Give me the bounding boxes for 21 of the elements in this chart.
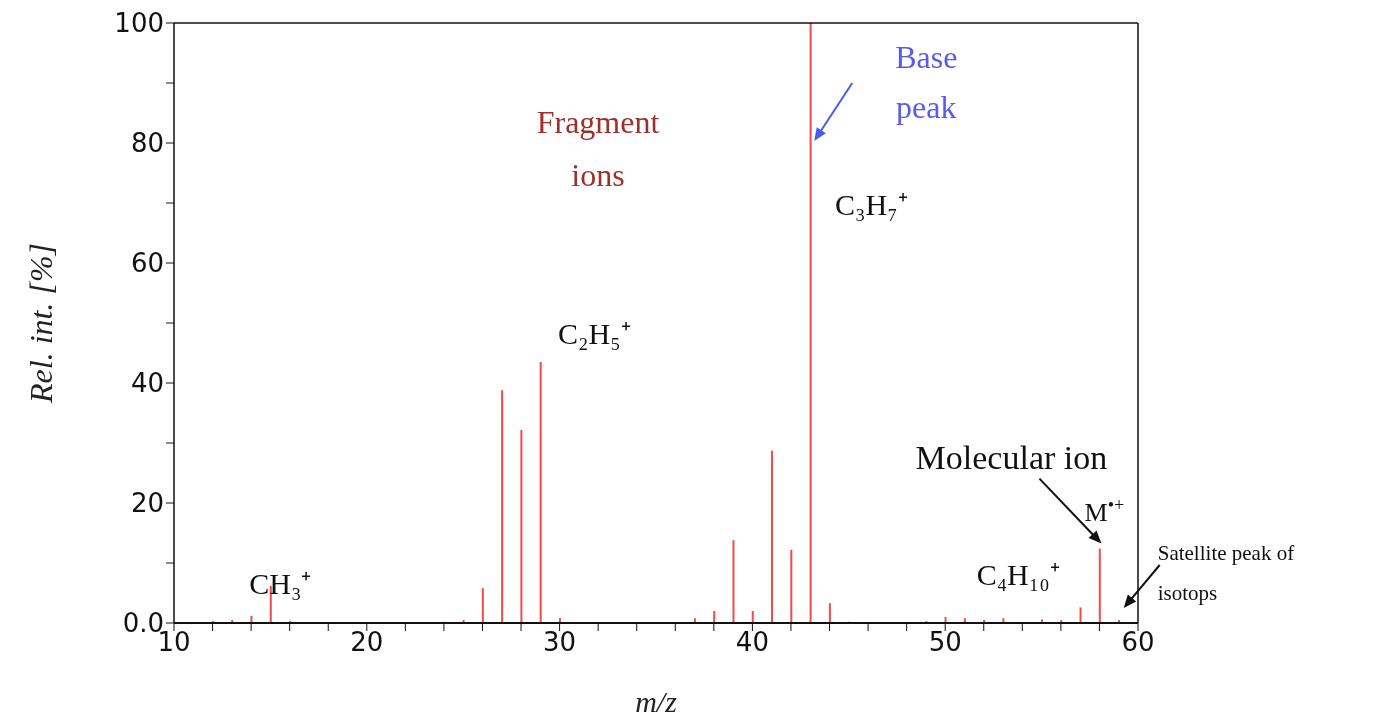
x-tick-label: 40 (735, 627, 769, 658)
annotation: Fragment ions (536, 104, 660, 193)
y-tick-label: 40 (130, 368, 164, 399)
annotation: Molecular ion (915, 438, 1108, 476)
x-tick-label: 20 (350, 627, 384, 658)
x-axis-title: m/z (635, 685, 678, 718)
annotation: M$^{•+}$ (1084, 494, 1125, 527)
annotation: CH₃⁺ (249, 566, 312, 600)
y-tick-label: 80 (130, 128, 164, 159)
x-tick-label: 30 (543, 627, 577, 658)
annotation: Base peak (895, 39, 958, 125)
annotation: Satellite peak of isotops (1157, 541, 1295, 605)
annotation: C₂H₅⁺ (558, 317, 631, 350)
annotation: C₃H₇⁺ (835, 188, 908, 221)
y-axis-title: Rel. int. [%] (23, 243, 59, 404)
y-tick-label: 60 (130, 248, 164, 279)
y-tick-label: 100 (114, 8, 164, 39)
x-tick-label: 50 (928, 627, 962, 658)
x-tick-label: 60 (1121, 627, 1155, 658)
annotation: C₄H₁₀⁺ (976, 558, 1060, 592)
y-tick-label: 20 (130, 488, 164, 519)
